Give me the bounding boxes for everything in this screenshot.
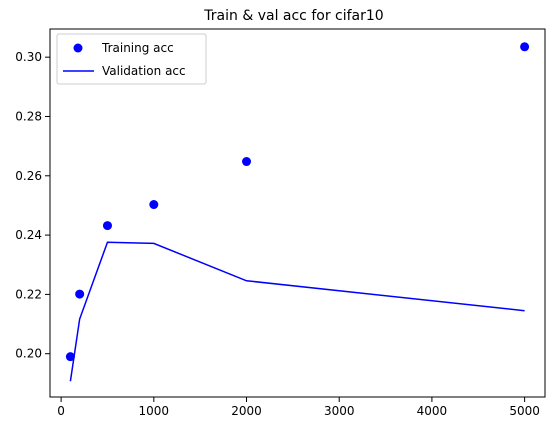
legend-box [56, 33, 207, 85]
x-tick-label: 3000 [324, 404, 355, 418]
x-tick-label: 1000 [139, 404, 170, 418]
y-axis: 0.20 0.22 0.24 0.26 0.28 0.30 [15, 50, 50, 361]
y-tick-label: 0.28 [15, 109, 42, 123]
legend: Training acc Validation acc [56, 33, 207, 85]
y-tick-label: 0.30 [15, 50, 42, 64]
training-acc-point [75, 289, 85, 299]
validation-acc-line [69, 241, 525, 382]
training-acc-point [65, 352, 75, 362]
x-tick-label: 4000 [417, 404, 448, 418]
plot-frame [49, 28, 546, 398]
training-acc-point [242, 157, 252, 167]
y-tick-label: 0.26 [15, 169, 42, 183]
training-acc-point [149, 200, 159, 210]
x-tick-label: 5000 [509, 404, 540, 418]
training-acc-point [520, 42, 530, 52]
y-tick-label: 0.20 [15, 347, 42, 361]
x-axis: 0 1000 2000 3000 4000 5000 [57, 397, 540, 418]
plot-area [49, 28, 546, 398]
x-tick-label: 0 [57, 404, 65, 418]
y-tick-label: 0.24 [15, 228, 42, 242]
legend-validation-label: Validation acc [102, 64, 186, 78]
x-tick-label: 2000 [231, 404, 262, 418]
training-acc-point [102, 221, 112, 231]
y-tick-label: 0.22 [15, 287, 42, 301]
legend-training-label: Training acc [101, 41, 174, 55]
series-layer [65, 42, 530, 382]
chart-title: Train & val acc for cifar10 [203, 8, 383, 24]
legend-training-marker [73, 43, 83, 53]
